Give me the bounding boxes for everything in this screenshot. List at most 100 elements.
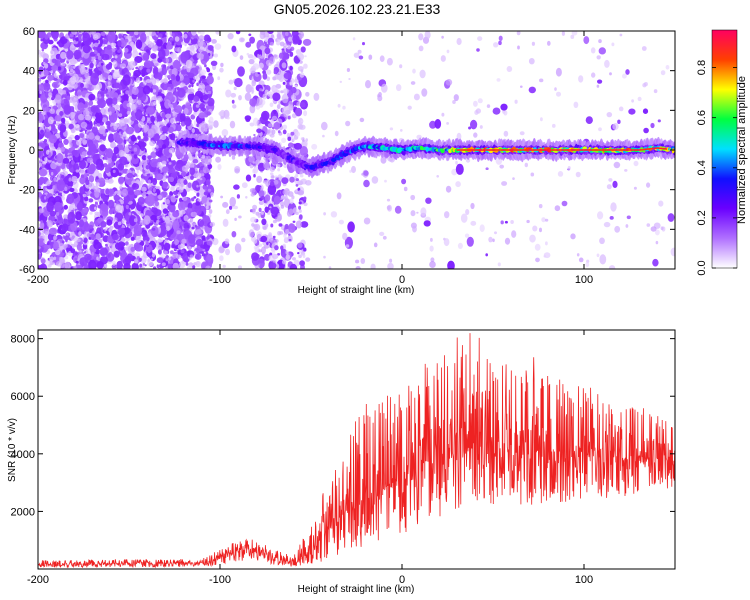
- noise-blob: [578, 75, 584, 83]
- noise-blob: [133, 242, 140, 249]
- noise-blob: [133, 154, 138, 159]
- noise-blob: [59, 137, 62, 142]
- noise-blob: [299, 124, 306, 130]
- noise-blob: [517, 45, 520, 50]
- noise-blob: [147, 179, 152, 184]
- noise-blob: [47, 116, 54, 125]
- noise-blob: [64, 235, 70, 241]
- noise-blob: [189, 49, 195, 56]
- noise-blob: [510, 220, 514, 224]
- noise-blob: [145, 31, 152, 36]
- noise-blob: [145, 165, 150, 170]
- noise-blob: [49, 256, 54, 262]
- noise-blob: [90, 193, 93, 197]
- noise-blob: [561, 200, 568, 207]
- noise-blob: [201, 195, 208, 205]
- noise-blob: [345, 244, 350, 248]
- noise-blob: [157, 249, 162, 255]
- noise-blob: [596, 253, 600, 258]
- noise-blob: [151, 74, 154, 78]
- noise-blob: [115, 242, 122, 250]
- noise-blob: [301, 120, 304, 123]
- noise-blob: [280, 198, 283, 201]
- noise-blob: [154, 200, 160, 207]
- noise-blob: [174, 36, 180, 42]
- noise-blob: [144, 170, 148, 173]
- noise-blob: [73, 156, 76, 160]
- noise-blob: [61, 223, 69, 232]
- noise-blob: [276, 164, 281, 168]
- noise-blob: [46, 201, 54, 213]
- noise-blob: [140, 32, 147, 43]
- noise-blob: [178, 261, 186, 269]
- noise-blob: [613, 161, 621, 169]
- noise-blob: [181, 165, 189, 173]
- noise-blob: [208, 199, 213, 203]
- noise-blob: [534, 243, 541, 251]
- noise-blob: [38, 168, 48, 177]
- noise-blob: [201, 154, 206, 159]
- noise-blob: [410, 194, 416, 201]
- noise-blob: [188, 234, 196, 244]
- noise-blob: [220, 195, 224, 199]
- noise-blob: [244, 115, 252, 121]
- noise-blob: [206, 75, 214, 85]
- noise-blob: [263, 160, 270, 170]
- noise-blob: [131, 104, 136, 110]
- noise-blob: [642, 108, 649, 114]
- noise-blob: [282, 259, 287, 265]
- noise-blob: [132, 170, 136, 175]
- noise-blob: [188, 246, 192, 250]
- noise-blob: [599, 237, 605, 245]
- noise-blob: [552, 123, 556, 128]
- noise-blob: [43, 239, 48, 244]
- noise-blob: [229, 196, 236, 207]
- noise-blob: [585, 116, 593, 124]
- noise-blob: [133, 224, 143, 236]
- noise-blob: [166, 194, 169, 198]
- noise-blob: [269, 56, 275, 65]
- noise-blob: [172, 253, 178, 259]
- noise-blob: [202, 248, 206, 252]
- noise-blob: [658, 200, 664, 207]
- noise-blob: [63, 104, 71, 115]
- noise-blob: [111, 42, 117, 47]
- noise-blob: [238, 95, 242, 101]
- noise-blob: [145, 193, 149, 197]
- noise-blob: [161, 67, 167, 76]
- noise-blob: [111, 233, 119, 241]
- noise-blob: [51, 58, 57, 64]
- noise-blob: [529, 234, 536, 243]
- noise-blob: [334, 130, 339, 137]
- noise-blob: [199, 46, 205, 50]
- noise-blob: [117, 63, 121, 68]
- noise-blob: [126, 221, 130, 224]
- noise-blob: [130, 236, 135, 241]
- noise-blob: [206, 111, 211, 116]
- noise-blob: [501, 181, 508, 186]
- noise-blob: [162, 181, 168, 189]
- noise-blob: [279, 41, 285, 47]
- noise-blob: [231, 155, 236, 160]
- noise-blob: [131, 87, 139, 96]
- noise-blob: [185, 262, 189, 266]
- noise-blob: [161, 262, 166, 267]
- noise-blob: [42, 185, 48, 193]
- noise-blob: [142, 266, 145, 269]
- noise-blob: [162, 202, 166, 205]
- noise-blob: [99, 138, 103, 143]
- noise-blob: [102, 117, 107, 123]
- noise-blob: [248, 229, 255, 238]
- noise-blob: [104, 166, 110, 174]
- noise-blob: [80, 248, 85, 252]
- noise-blob: [85, 179, 90, 186]
- noise-blob: [622, 73, 627, 79]
- noise-blob: [612, 123, 619, 130]
- noise-blob: [251, 55, 257, 60]
- noise-blob: [228, 79, 234, 85]
- noise-blob: [545, 241, 548, 246]
- noise-blob: [293, 142, 302, 150]
- noise-blob: [170, 185, 175, 192]
- noise-blob: [97, 182, 100, 186]
- noise-blob: [134, 173, 137, 177]
